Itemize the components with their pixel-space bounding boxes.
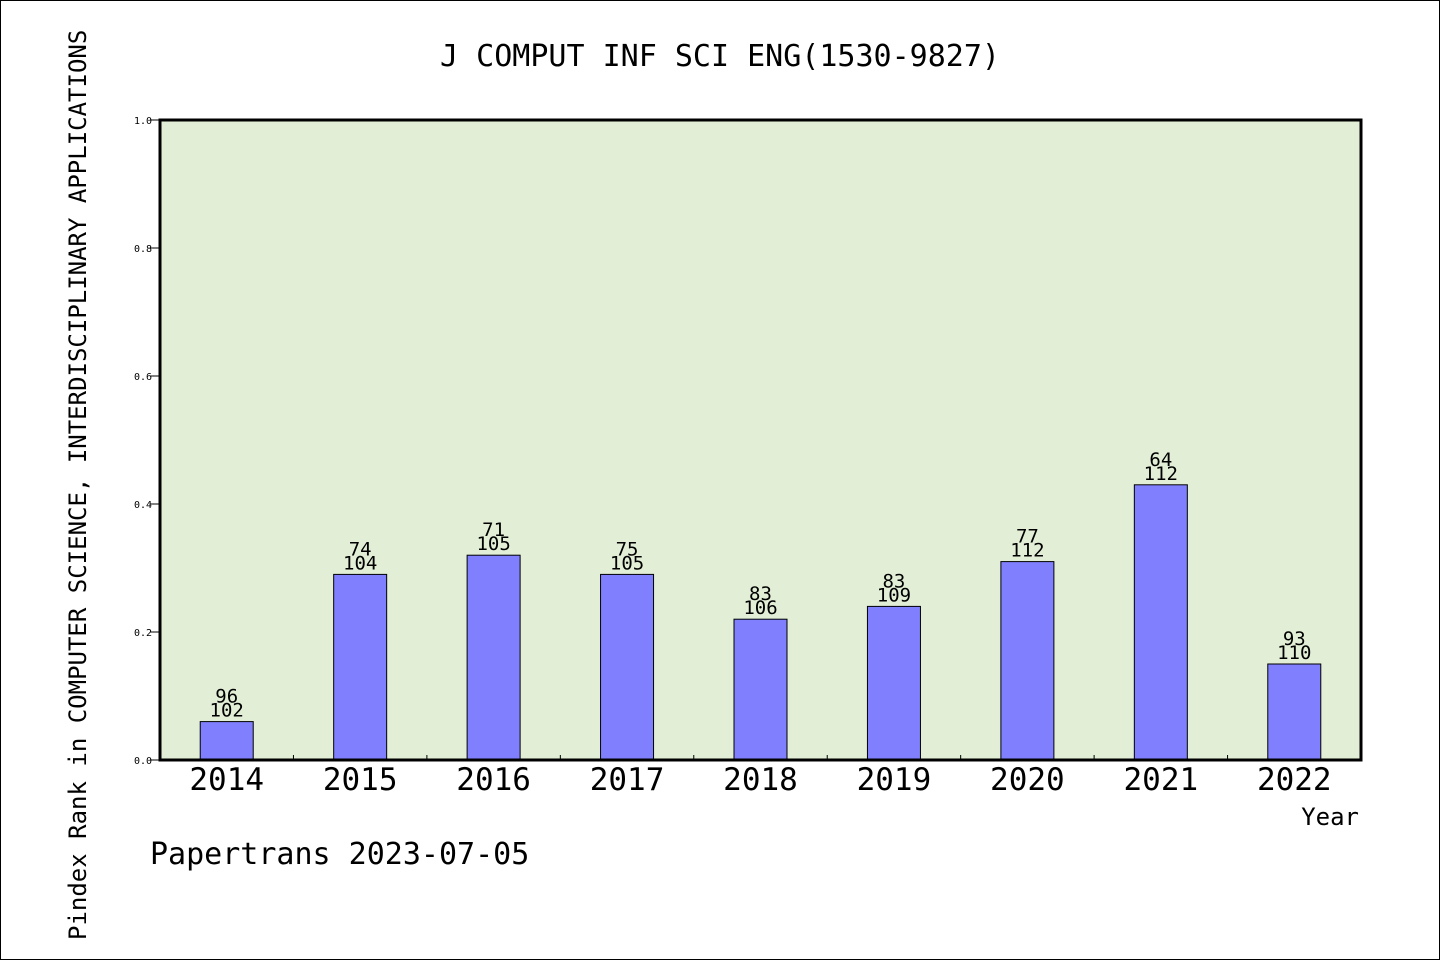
x-tick-label: 2014 [189,762,264,798]
bar-2017 [600,573,655,761]
x-axis-label: Year [1301,803,1359,831]
bar-total-label: 112 [1144,463,1178,485]
y-tick-label: 0.0 [134,756,152,767]
bar-total-label: 105 [476,533,510,555]
bar-total-label: 102 [210,700,244,722]
x-tick-label: 2021 [1124,762,1199,798]
bar-2022 [1267,663,1322,761]
bar-2019 [866,605,921,761]
bar-2021 [1133,484,1188,761]
bar-2020 [1000,561,1055,761]
bar-2018 [733,618,788,761]
x-tick-label: 2019 [857,762,932,798]
y-tick-label: 0.4 [134,500,152,511]
bar-total-label: 112 [1010,540,1044,562]
chart-title: J COMPUT INF SCI ENG(1530-9827) [440,39,1000,74]
y-tick-label: 1.0 [134,116,152,127]
bar-rank-label: 64 [1149,449,1172,471]
bar-2016 [466,554,521,761]
bar-rank-label: 71 [482,519,505,541]
bar-rank-label: 83 [749,583,772,605]
y-tick-label: 0.8 [134,244,152,255]
x-tick-label: 2017 [590,762,665,798]
x-tick-label: 2015 [323,762,398,798]
x-tick-label: 2018 [723,762,798,798]
x-tick-label: 2016 [456,762,531,798]
bar-total-label: 105 [610,552,644,574]
bar-rank-label: 77 [1016,526,1039,548]
y-tick-label: 0.2 [134,628,152,639]
bar-2014 [199,721,254,761]
bar-total-label: 104 [343,552,377,574]
bar-total-label: 110 [1277,642,1311,664]
y-axis-ticks: 0.0 0.2 0.4 0.6 0.8 1.0 [134,116,160,767]
bar-rank-label: 93 [1283,628,1306,650]
footer-credit: Papertrans 2023-07-05 [150,837,529,872]
bar-rank-label: 74 [349,538,372,560]
bar-2015 [333,573,388,761]
bar-rank-label: 83 [882,570,905,592]
y-tick-label: 0.6 [134,372,152,383]
bar-rank-label: 75 [616,538,639,560]
x-tick-label: 2022 [1257,762,1332,798]
bar-total-label: 109 [877,584,911,606]
x-tick-label: 2020 [990,762,1065,798]
x-axis-tick-labels: 2014 2015 2016 2017 2018 2019 2020 2021 2022 [189,755,1332,798]
bars-group [199,484,1322,761]
y-axis-label: Pindex Rank in COMPUTER SCIENCE, INTERDI… [64,30,92,940]
plot-border [158,118,1363,762]
bar-total-label: 106 [743,597,777,619]
bar-rank-label: 96 [215,686,238,708]
